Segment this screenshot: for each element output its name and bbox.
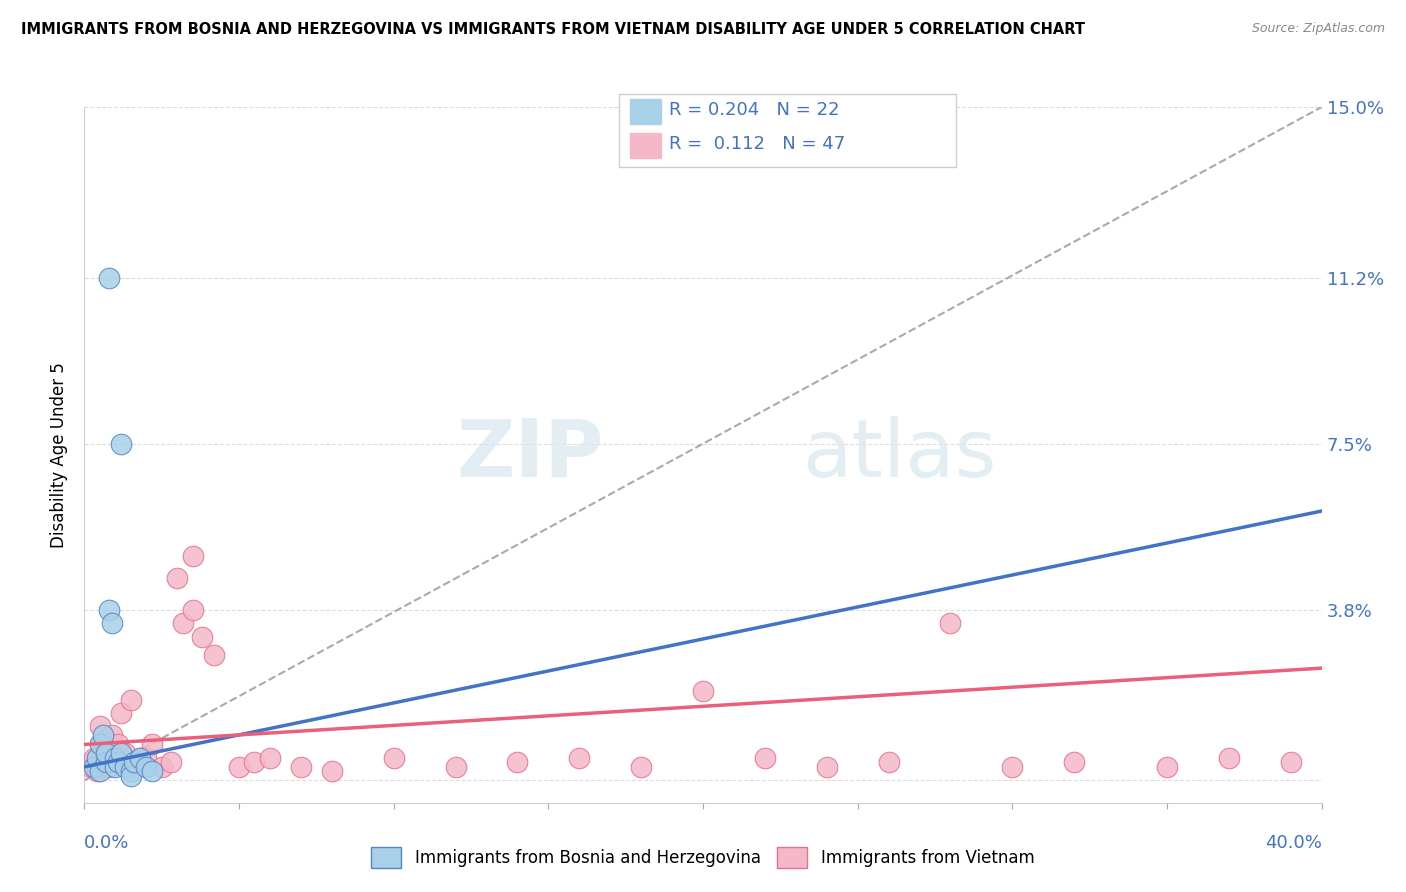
Point [692, 683, 714, 698]
Point [120, 764, 142, 779]
Point [94, 747, 117, 761]
Legend: Immigrants from Bosnia and Herzegovina, Immigrants from Vietnam: Immigrants from Bosnia and Herzegovina, … [364, 841, 1042, 874]
Point [259, 751, 281, 765]
Point [104, 760, 127, 774]
Text: 0.0%: 0.0% [84, 834, 129, 852]
Point [243, 756, 266, 770]
Point [939, 616, 962, 631]
Point [815, 760, 838, 774]
Point [754, 751, 776, 765]
Point [86, 764, 108, 779]
Point [98, 603, 121, 617]
Point [150, 760, 173, 774]
Point [101, 616, 124, 631]
Point [191, 630, 214, 644]
Point [89, 764, 111, 779]
Point [110, 436, 132, 450]
Point [122, 756, 145, 770]
Point [202, 648, 225, 662]
Point [98, 270, 121, 285]
Point [181, 549, 204, 563]
Point [89, 719, 111, 733]
Point [107, 738, 129, 752]
Point [114, 747, 136, 761]
Point [506, 756, 529, 770]
Point [1218, 751, 1240, 765]
Point [122, 756, 145, 770]
Point [382, 751, 405, 765]
Point [89, 738, 111, 752]
Text: R =  0.112   N = 47: R = 0.112 N = 47 [669, 135, 845, 153]
Text: atlas: atlas [801, 416, 997, 494]
Point [228, 760, 250, 774]
Point [166, 571, 188, 585]
Point [104, 751, 127, 765]
Point [101, 729, 124, 743]
Text: R = 0.204   N = 22: R = 0.204 N = 22 [669, 101, 839, 119]
Point [290, 760, 312, 774]
Point [120, 692, 142, 706]
Point [83, 760, 105, 774]
Point [1001, 760, 1024, 774]
Point [129, 751, 152, 765]
Point [1063, 756, 1085, 770]
Point [110, 706, 132, 720]
Point [107, 756, 129, 770]
Text: 40.0%: 40.0% [1265, 834, 1322, 852]
Point [141, 738, 163, 752]
Point [98, 760, 121, 774]
Point [1279, 756, 1302, 770]
Point [141, 764, 163, 779]
Point [79, 760, 101, 774]
Point [135, 751, 157, 765]
Y-axis label: Disability Age Under 5: Disability Age Under 5 [51, 362, 69, 548]
Point [630, 760, 652, 774]
Point [120, 769, 142, 783]
Point [104, 751, 127, 765]
Text: Source: ZipAtlas.com: Source: ZipAtlas.com [1251, 22, 1385, 36]
Point [94, 747, 117, 761]
Point [160, 756, 183, 770]
Point [181, 603, 204, 617]
Point [114, 760, 136, 774]
Point [135, 760, 157, 774]
Point [91, 729, 114, 743]
Point [1156, 760, 1178, 774]
Point [877, 756, 900, 770]
Point [89, 738, 111, 752]
Point [83, 751, 105, 765]
Point [444, 760, 467, 774]
Point [172, 616, 194, 631]
Point [91, 756, 114, 770]
Text: ZIP: ZIP [457, 416, 605, 494]
Point [110, 747, 132, 761]
Point [86, 751, 108, 765]
Point [568, 751, 591, 765]
Point [321, 764, 343, 779]
Point [94, 756, 117, 770]
Text: IMMIGRANTS FROM BOSNIA AND HERZEGOVINA VS IMMIGRANTS FROM VIETNAM DISABILITY AGE: IMMIGRANTS FROM BOSNIA AND HERZEGOVINA V… [21, 22, 1085, 37]
Point [117, 760, 139, 774]
Point [129, 751, 152, 765]
